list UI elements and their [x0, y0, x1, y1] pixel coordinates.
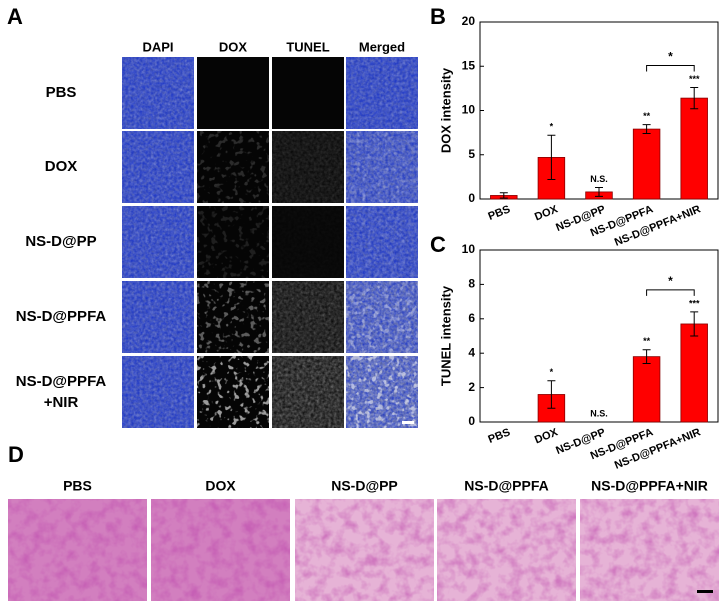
micrograph-noise [122, 356, 194, 428]
scale-bar [402, 421, 414, 424]
he-texture [8, 499, 147, 601]
bar [632, 356, 661, 423]
bracket-label: * [668, 274, 673, 288]
y-tick-label: 6 [468, 311, 475, 325]
label: NS-D@PPFA+NIR [591, 478, 708, 494]
y-tick-label: 10 [462, 103, 476, 117]
micrographs [8, 57, 719, 601]
y-tick-label: 15 [462, 58, 476, 72]
label: B [430, 4, 446, 29]
he-texture [580, 499, 719, 601]
label: Merged [359, 39, 405, 54]
row-label: NS-D@PPFA [15, 308, 107, 325]
green-signal [272, 131, 344, 203]
label: A [7, 4, 23, 29]
label: DOX [219, 39, 248, 54]
label: NS-D@PPFA [464, 478, 548, 494]
significance: *** [689, 74, 700, 84]
bracket [646, 289, 695, 296]
green-signal [346, 356, 418, 428]
row-label: NS-D@PP [25, 233, 97, 250]
x-tick-label: DOX [533, 203, 560, 223]
y-tick-label: 20 [462, 14, 476, 28]
x-tick-label: PBS [487, 426, 512, 446]
label: TUNEL intensity [438, 285, 453, 386]
significance: N.S. [590, 408, 608, 418]
label: PBS [63, 478, 92, 494]
red-signal [197, 206, 269, 278]
row-label: NS-D@PPFA +NIR [15, 373, 107, 411]
micrograph-noise [346, 57, 418, 129]
green-signal [272, 206, 344, 278]
micrograph [272, 57, 344, 129]
red-signal [197, 356, 269, 428]
y-tick-label: 0 [468, 414, 475, 428]
error-bar [547, 380, 556, 409]
error-bar [547, 134, 556, 181]
he-texture [295, 499, 434, 601]
red-signal [197, 131, 269, 203]
x-tick-label: NS-D@PPFA+NIR [613, 426, 703, 472]
green-signal [346, 206, 418, 278]
plot-frame [479, 249, 719, 423]
significance: N.S. [590, 174, 608, 184]
micrograph [197, 57, 269, 129]
label: C [430, 232, 446, 257]
green-signal [346, 131, 418, 203]
bracket [646, 64, 695, 72]
label: DAPI [142, 39, 173, 54]
y-tick-label: 8 [468, 277, 475, 291]
error-bar [690, 86, 699, 110]
label: DOX [205, 478, 236, 494]
label: D [8, 442, 24, 467]
bar [632, 128, 661, 200]
green-signal [346, 281, 418, 353]
bracket-label: * [668, 50, 673, 64]
significance: * [550, 122, 554, 132]
micrograph-noise [122, 57, 194, 129]
x-tick-label: NS-D@PPFA+NIR [613, 203, 703, 249]
x-tick-label: DOX [533, 426, 560, 446]
red-signal [197, 281, 269, 353]
error-bar [595, 186, 603, 197]
error-bar [690, 311, 699, 337]
bar [680, 97, 708, 200]
y-tick-label: 10 [462, 242, 476, 256]
significance: * [550, 367, 554, 377]
micrograph-noise [122, 281, 194, 353]
error-bar [642, 124, 651, 135]
green-signal [272, 356, 344, 428]
micrograph-noise [122, 131, 194, 203]
scale-bar [697, 590, 713, 593]
y-tick-label: 4 [468, 345, 475, 359]
significance: ** [643, 336, 651, 346]
y-tick-label: 5 [468, 147, 475, 161]
label: TUNEL [286, 39, 329, 54]
micrograph-noise [122, 206, 194, 278]
label: DOX intensity [438, 67, 453, 153]
he-texture [437, 499, 576, 601]
label: NS-D@PP [331, 478, 398, 494]
y-tick-label: 0 [468, 191, 475, 205]
row-label: DOX [44, 158, 78, 175]
green-signal [272, 281, 344, 353]
y-tick-label: 2 [468, 380, 475, 394]
he-texture [151, 499, 290, 601]
significance: *** [689, 298, 700, 308]
error-bar [642, 349, 651, 365]
error-bar [499, 192, 508, 199]
significance: ** [643, 111, 651, 121]
bar [680, 323, 708, 423]
x-tick-label: PBS [487, 203, 512, 223]
row-label: PBS [45, 84, 77, 101]
